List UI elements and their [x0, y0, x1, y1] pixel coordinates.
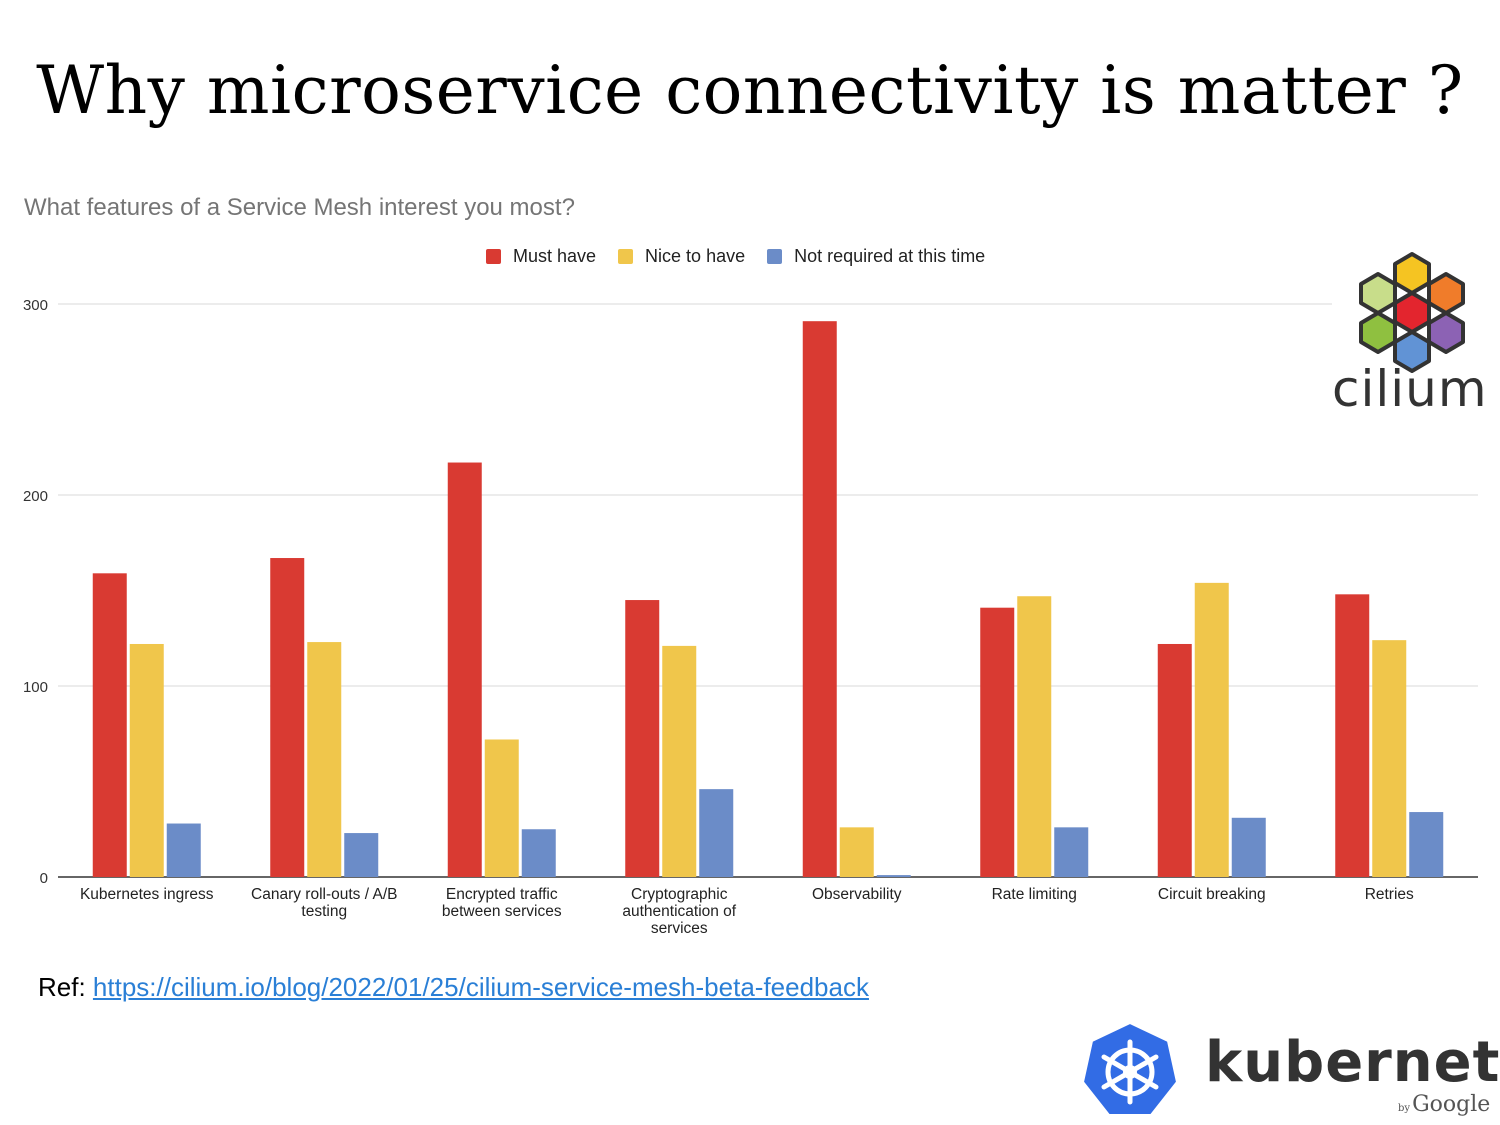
legend-item-not-required: Not required at this time [767, 246, 985, 267]
bar [1157, 643, 1192, 877]
bar [270, 558, 305, 877]
legend-swatch-nice-to-have [618, 249, 634, 264]
bar [625, 600, 660, 877]
bar [521, 829, 556, 877]
kubernetes-by-google: byGoogle [1398, 1092, 1490, 1117]
x-tick-label: Canary roll-outs / A/B testing [251, 886, 397, 920]
legend-swatch-not-required [767, 249, 783, 264]
cilium-hex-bottom [1393, 330, 1431, 373]
legend-label-must-have: Must have [513, 246, 597, 266]
x-tick-label-line: Canary roll-outs / A/B [251, 886, 397, 903]
bar [662, 645, 697, 877]
bar [802, 321, 837, 877]
chart-legend: Must have Nice to have Not required at t… [486, 246, 1007, 267]
y-tick-label: 100 [23, 679, 48, 696]
bar [484, 739, 519, 877]
bar [166, 823, 201, 877]
cilium-logo-icon [1359, 252, 1465, 373]
cilium-hex-lower-left [1359, 311, 1397, 354]
bar [447, 462, 482, 877]
bar [1372, 640, 1407, 877]
cilium-hex-center [1393, 291, 1431, 334]
x-tick-label-line: Rate limiting [992, 886, 1077, 903]
legend-swatch-must-have [486, 249, 501, 264]
legend-item-must-have: Must have [486, 246, 596, 267]
legend-label-nice-to-have: Nice to have [645, 246, 746, 266]
x-tick-label-line: Retries [1365, 886, 1414, 903]
bar [1017, 596, 1052, 877]
cilium-hex-lower-right [1427, 311, 1465, 354]
x-tick-label-line: Kubernetes ingress [80, 886, 214, 903]
bar [1231, 817, 1266, 877]
x-tick-label-line: authentication of [622, 903, 736, 920]
bar [307, 642, 342, 877]
x-tick-label: Kubernetes ingress [80, 886, 214, 903]
bar [92, 573, 127, 877]
cilium-logo-text: cilium [1332, 360, 1488, 418]
bar [129, 643, 164, 877]
kubernetes-by: by [1398, 1103, 1411, 1114]
reference-link[interactable]: https://cilium.io/blog/2022/01/25/cilium… [92, 972, 869, 1002]
y-tick-label: 200 [23, 488, 48, 505]
y-tick-label: 0 [40, 870, 48, 887]
bar [344, 833, 379, 877]
cilium-hex-top [1393, 252, 1431, 295]
x-tick-label-line: services [651, 920, 708, 937]
y-tick-label: 300 [23, 297, 48, 314]
bar [699, 789, 734, 877]
x-tick-label-line: Observability [812, 886, 902, 903]
bar [839, 827, 874, 877]
x-tick-label-line: Encrypted traffic [446, 886, 558, 903]
slide-title: Why microservice connectivity is matter … [36, 52, 1464, 129]
reference-label: Ref: [38, 972, 86, 1002]
x-tick-label: Rate limiting [992, 886, 1077, 903]
x-tick-label-line: testing [301, 903, 347, 920]
cilium-hex-upper-right [1427, 272, 1465, 315]
bar [980, 607, 1015, 877]
bar-chart: 0 100 200 300 Kubernetes ingress Canary roll-… [23, 297, 1478, 937]
bar [1054, 827, 1089, 877]
legend-item-nice-to-have: Nice to have [618, 246, 745, 267]
x-tick-label-line: Circuit breaking [1158, 886, 1266, 903]
bar [876, 875, 911, 877]
reference: Ref: https://cilium.io/blog/2022/01/25/c… [38, 972, 869, 1003]
cilium-hex-upper-left [1359, 272, 1397, 315]
kubernetes-logo-icon [1081, 1021, 1179, 1116]
x-tick-label: Observability [812, 886, 902, 903]
kubernetes-logo-text: kubernetes [1205, 1030, 1500, 1095]
x-tick-label: Cryptographic authentication of services [622, 886, 736, 937]
bar [1194, 582, 1229, 877]
kubernetes-google: Google [1412, 1092, 1491, 1117]
x-tick-label: Retries [1365, 886, 1414, 903]
chart-title: What features of a Service Mesh interest… [24, 194, 575, 221]
legend-label-not-required: Not required at this time [794, 246, 986, 266]
x-tick-label: Encrypted traffic between services [442, 886, 562, 920]
bar [1335, 594, 1370, 877]
x-tick-label-line: between services [442, 903, 562, 920]
bar [1409, 812, 1444, 877]
x-tick-label: Circuit breaking [1158, 886, 1266, 903]
x-tick-label-line: Cryptographic [631, 886, 728, 903]
